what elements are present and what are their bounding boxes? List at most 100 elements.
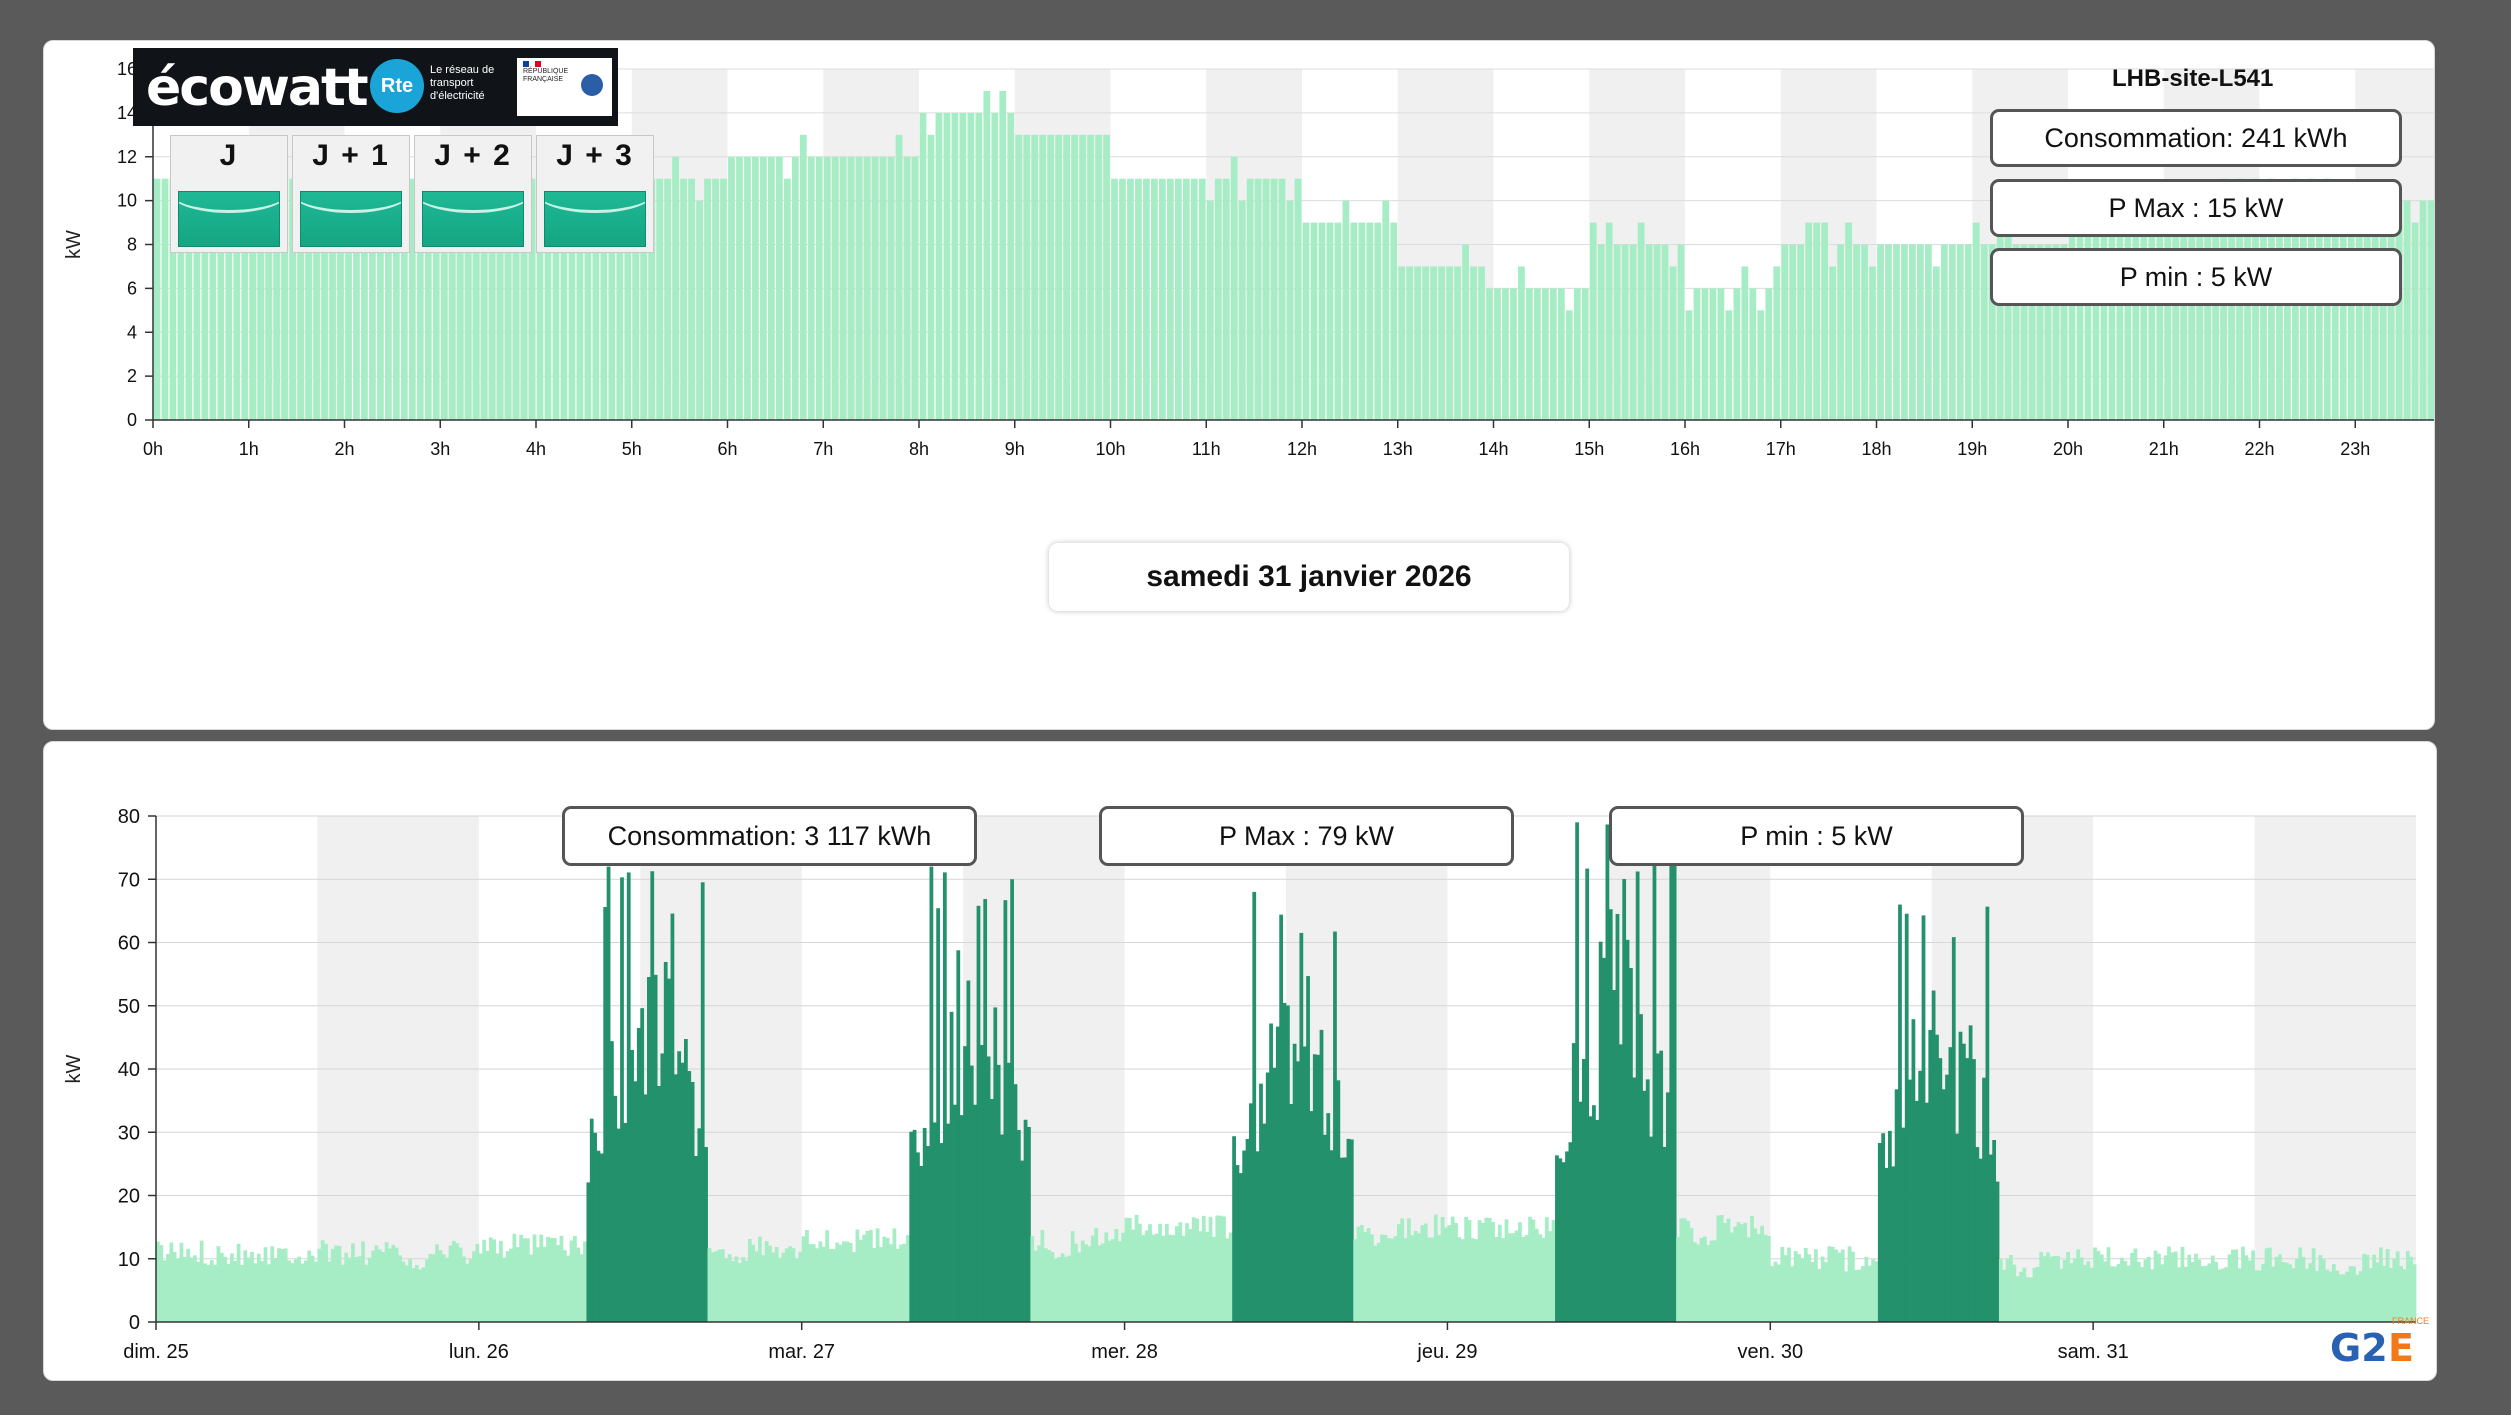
bar — [1783, 1255, 1788, 1322]
bar — [2156, 200, 2164, 420]
bar — [2204, 200, 2212, 420]
bar — [610, 1041, 614, 1322]
bar — [1191, 1217, 1196, 1322]
bar — [1924, 244, 1932, 420]
bar — [1770, 1266, 1775, 1322]
bar — [519, 1234, 523, 1322]
bar — [2068, 200, 2076, 420]
bar — [1053, 1258, 1058, 1322]
bar — [1278, 178, 1286, 420]
bar — [1869, 266, 1876, 420]
bar — [1911, 1019, 1916, 1322]
bar — [2194, 1253, 2198, 1322]
bar — [401, 1261, 406, 1322]
x-tick-label: 21h — [2149, 439, 2179, 459]
bar — [868, 1229, 873, 1322]
bar — [2130, 1252, 2134, 1322]
bar — [172, 1251, 177, 1322]
bar — [647, 977, 651, 1322]
bar — [1548, 1231, 1553, 1322]
bar — [1359, 1225, 1364, 1322]
bar — [926, 1146, 930, 1322]
ecowatt-banner[interactable]: écowatt Rte Le réseau de transport d'éle… — [133, 48, 618, 126]
bar — [199, 1240, 204, 1322]
bar — [1814, 1249, 1818, 1322]
bar — [1450, 1216, 1455, 1322]
bar — [2167, 1246, 2171, 1322]
bar — [1343, 1157, 1347, 1322]
bar — [1753, 1228, 1758, 1322]
bar — [872, 1248, 877, 1322]
bar — [911, 156, 919, 420]
ecowatt-day-j1[interactable]: J + 1 — [292, 135, 410, 253]
bar — [2419, 200, 2427, 420]
daily-pmax-box: P Max : 15 kW — [1990, 179, 2402, 237]
bar — [1608, 909, 1613, 1322]
bar — [1020, 1160, 1025, 1322]
bar — [223, 1256, 228, 1322]
bar — [1171, 1235, 1176, 1322]
y-tick-label: 10 — [117, 191, 137, 211]
bar — [334, 1245, 339, 1322]
bar — [2299, 200, 2307, 420]
bar — [1526, 288, 1533, 420]
bar — [1178, 1222, 1183, 1322]
bar — [852, 1251, 856, 1322]
bar — [287, 1260, 291, 1322]
date-label[interactable]: samedi 31 janvier 2026 — [1049, 543, 1569, 611]
bar — [1275, 1026, 1280, 1322]
ecowatt-day-j[interactable]: J — [170, 135, 288, 253]
bar — [488, 1237, 493, 1322]
bar — [468, 1259, 473, 1322]
bar — [667, 978, 671, 1322]
weekly-pmin-box: P min : 5 kW — [1609, 806, 2024, 866]
bar — [2025, 1277, 2030, 1322]
bar — [337, 178, 344, 420]
bar — [632, 178, 640, 420]
ecowatt-day-j2[interactable]: J + 2 — [414, 135, 532, 253]
bar — [1063, 134, 1071, 420]
bar — [744, 156, 751, 420]
bar — [1743, 1222, 1748, 1322]
green-signal-icon — [300, 191, 402, 247]
bar — [1595, 1119, 1600, 1322]
bar — [710, 1252, 715, 1322]
bar — [1127, 1217, 1132, 1322]
bar — [1844, 1271, 1849, 1322]
bar — [1444, 1227, 1448, 1322]
bar — [1672, 832, 1677, 1322]
bar — [603, 907, 608, 1322]
bar — [364, 1264, 369, 1322]
bar — [1027, 1126, 1031, 1322]
bar — [2244, 1255, 2249, 1322]
bar — [1885, 244, 1892, 420]
bar — [1709, 288, 1717, 420]
bar — [1470, 266, 1477, 420]
bar — [411, 1268, 416, 1322]
bar — [1891, 1166, 1896, 1322]
bar — [1084, 1244, 1088, 1322]
bar — [895, 1248, 900, 1322]
bar — [707, 1247, 712, 1322]
bar — [1733, 288, 1741, 420]
bar — [1373, 1245, 1378, 1322]
bar — [1491, 1222, 1495, 1322]
bar — [1507, 1233, 1512, 1322]
bar — [1585, 868, 1590, 1322]
bar — [1486, 288, 1493, 420]
bar — [1797, 244, 1805, 420]
bar — [1827, 1246, 1832, 1322]
bar — [734, 1256, 739, 1322]
bar — [310, 1255, 315, 1322]
ecowatt-day-j3[interactable]: J + 3 — [536, 135, 654, 253]
bar — [1410, 1235, 1415, 1322]
bar — [1787, 1247, 1791, 1322]
bar — [1329, 1150, 1334, 1322]
bar — [2086, 1261, 2091, 1322]
bar — [919, 1166, 924, 1322]
daily-consumption-box: Consommation: 241 kWh — [1990, 109, 2402, 167]
bar — [1780, 1246, 1785, 1322]
bar — [1205, 1231, 1210, 1322]
bar — [201, 178, 209, 420]
bar — [828, 1249, 833, 1322]
